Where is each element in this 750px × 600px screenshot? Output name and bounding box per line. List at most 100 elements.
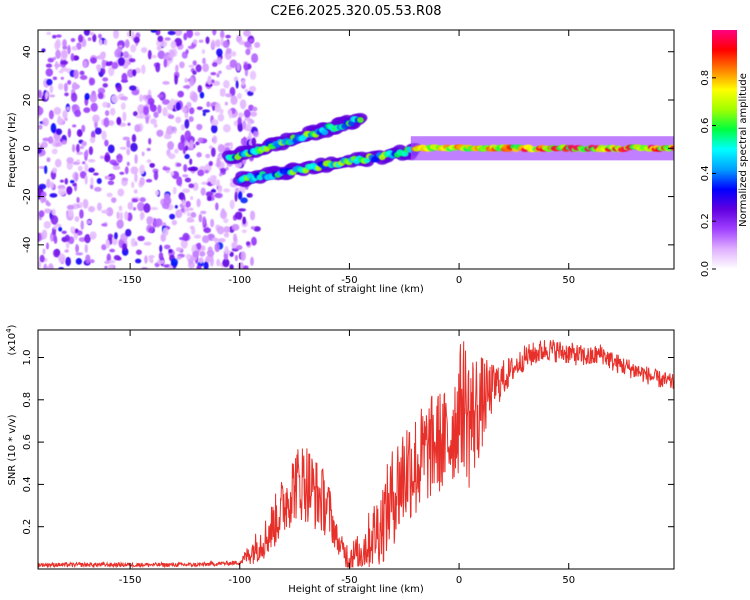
colorbar-label: Normalized spectral amplitude <box>738 73 749 227</box>
spectrogram-cell <box>243 62 248 71</box>
spectrogram-cell <box>238 112 244 118</box>
spectrogram-cell <box>58 253 66 264</box>
spectrogram-cell <box>79 70 85 76</box>
spectrogram-cell <box>231 223 240 231</box>
spectrogram-cell <box>248 38 255 43</box>
spectrogram-cell <box>180 124 186 131</box>
spectrogram-cell <box>223 217 229 224</box>
spectrogram-cell <box>250 111 258 117</box>
spectrogram-xtick-label: -150 <box>119 275 142 286</box>
spectrogram-cell <box>134 172 138 183</box>
spectrogram-xtick-label: -100 <box>228 275 251 286</box>
spectrogram-cell <box>45 68 54 77</box>
chart-title: C2E6.2025.320.05.53.R08 <box>270 4 441 19</box>
spectrogram-cell <box>101 68 106 75</box>
spectrogram-cell <box>231 51 237 57</box>
spectrogram-cell <box>121 72 128 83</box>
spectrogram-cell <box>197 169 205 177</box>
spectrogram-cell <box>71 144 76 153</box>
spectrogram-cell <box>39 254 45 263</box>
spectrogram-cell <box>65 240 70 249</box>
spectrogram-cell <box>146 159 152 164</box>
spectrogram-cell <box>61 49 68 59</box>
spectrogram-cell <box>104 265 108 269</box>
spectrogram-cell <box>116 84 122 93</box>
spectrogram-cell <box>82 198 89 209</box>
spectrogram-ytick-label: -40 <box>22 237 33 253</box>
spectrogram-cell <box>248 131 252 139</box>
spectrogram-cell <box>155 62 161 73</box>
spectrogram-cell <box>223 232 230 238</box>
spectrogram-cell <box>179 61 185 69</box>
spectrogram-cell <box>190 196 194 201</box>
spectrogram-cell <box>247 120 251 130</box>
spectrogram-cell <box>99 52 105 61</box>
spectrogram-cell <box>253 226 261 232</box>
spectrogram-ylabel: Frequency (Hz) <box>7 112 18 188</box>
spectrogram-cell <box>103 39 108 46</box>
spectrogram-cell <box>101 209 109 214</box>
spectrogram-cell <box>234 211 243 220</box>
spectrogram-cell <box>211 79 215 84</box>
spectrogram-marks <box>38 30 674 269</box>
spectrogram-cell <box>238 208 247 212</box>
spectrogram-cell <box>180 238 188 249</box>
spectrogram-cell <box>174 74 178 85</box>
spectrogram-cell <box>119 146 127 150</box>
spectrogram-cell <box>205 36 210 45</box>
spectrogram-cell <box>70 38 76 43</box>
spectrogram-cell <box>73 69 79 79</box>
spectrogram-cell <box>162 167 171 171</box>
spectrogram-cell <box>188 183 195 189</box>
spectrogram-cell <box>65 106 71 112</box>
spectrogram-cell <box>211 237 219 242</box>
spectrogram-cell <box>75 252 84 256</box>
spectrogram-cell <box>70 226 76 232</box>
spectrogram-cell <box>203 227 211 234</box>
spectrogram-cell <box>79 170 87 179</box>
spectrogram-cell <box>77 165 83 172</box>
spectrogram-cell <box>96 202 102 211</box>
spectrogram-cell <box>133 189 138 194</box>
spectrogram-cell <box>197 137 204 143</box>
snr-scale-label: (x104) <box>5 324 18 355</box>
spectrogram-cell <box>184 177 192 183</box>
spectrogram-cell <box>63 82 68 92</box>
spectrogram-cell <box>141 151 145 157</box>
colorbar: 0.0 0.2 0.4 0.6 0.8 Normalized spectral ampl… <box>700 30 749 277</box>
spectrogram-cell <box>38 89 42 99</box>
spectrogram-cell <box>114 232 118 240</box>
spectrogram-cell <box>233 233 238 242</box>
spectrogram-cell <box>70 92 78 102</box>
spectrogram-cell <box>166 125 175 135</box>
spectrogram-cell <box>177 141 185 151</box>
spectrogram-cell <box>170 171 175 176</box>
spectrogram-cell <box>54 63 62 68</box>
spectrogram-cell <box>205 83 213 87</box>
spectrogram-cell <box>98 33 102 39</box>
spectrogram-cell <box>210 147 216 158</box>
spectrogram-cell <box>183 32 188 41</box>
spectrogram-cell <box>185 200 191 208</box>
spectrogram-cell <box>247 193 253 198</box>
spectrogram-cell <box>242 216 247 225</box>
spectrogram-cell <box>134 154 138 164</box>
spectrogram-cell <box>127 201 134 210</box>
spectrogram-cell <box>109 61 113 65</box>
spectrogram-cell <box>191 92 198 103</box>
spectrogram-cell <box>148 254 155 259</box>
spectrogram-cell <box>236 34 243 43</box>
spectrogram-cell <box>53 236 58 244</box>
spectrogram-cell <box>81 124 86 133</box>
spectrogram-cell <box>237 117 242 126</box>
spectrogram-cell <box>145 115 149 124</box>
spectrogram-cell <box>171 219 178 226</box>
spectrogram-cell <box>212 135 218 144</box>
spectrogram-cell <box>108 264 115 269</box>
spectrogram-cell <box>174 30 183 37</box>
spectrogram-cell <box>237 92 242 100</box>
spectrogram-cell <box>38 147 42 154</box>
spectrogram-cell <box>139 94 144 102</box>
spectrogram-cell <box>101 59 106 70</box>
spectrogram-cell <box>66 204 75 211</box>
